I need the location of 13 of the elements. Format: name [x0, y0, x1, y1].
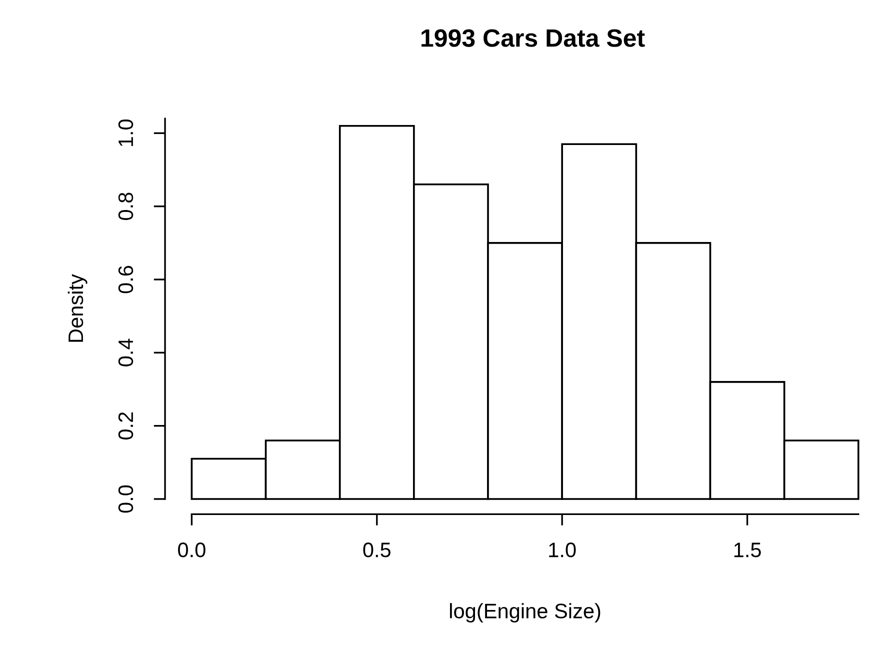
x-tick-label: 1.5	[734, 542, 761, 558]
y-tick-label: 1.0	[118, 120, 134, 146]
x-tick-label: 1.0	[549, 542, 576, 558]
chart-title: 1993 Cars Data Set	[422, 29, 645, 47]
x-tick-label: 0.5	[363, 542, 391, 558]
y-axis-title: Density	[68, 274, 88, 342]
y-tick-label: 0.2	[118, 412, 134, 440]
y-tick-label: 0.8	[118, 192, 134, 220]
x-tick-label: 0.0	[178, 542, 206, 558]
y-tick-label: 0.6	[118, 266, 134, 294]
y-tick-label: 0.0	[118, 485, 134, 513]
y-tick-label: 0.4	[118, 338, 134, 366]
x-axis-title: log(Engine Size)	[450, 603, 600, 623]
